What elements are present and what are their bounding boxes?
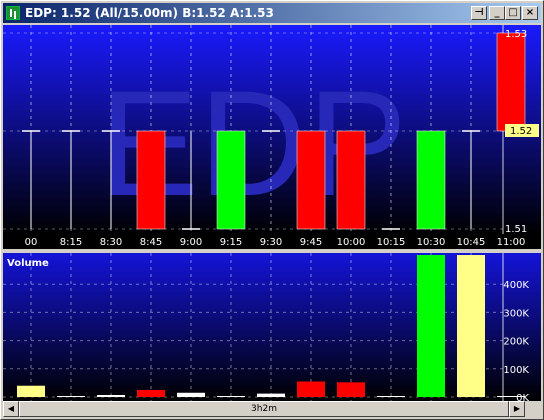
candle-body [336, 130, 366, 230]
volume-y-tick-label: 100K [503, 365, 529, 376]
time-tick-label: 10:30 [417, 237, 446, 248]
close-button[interactable]: × [522, 6, 538, 20]
time-tick-label: 10:00 [337, 237, 366, 248]
time-tick-label: 00 [25, 237, 38, 248]
volume-panel-title: Volume [7, 258, 49, 269]
last-price-value: 1.52 [510, 126, 532, 137]
last-price-marker [505, 124, 539, 137]
title-bar[interactable]: EDP: 1.52 (All/15.00m) B:1.52 A:1.53 ⊣ _… [3, 3, 541, 23]
time-tick-label: 11:00 [497, 237, 526, 248]
volume-bar [177, 392, 205, 397]
volume-bar [377, 396, 405, 397]
volume-bar [497, 396, 525, 397]
volume-panel-background [3, 253, 541, 401]
volume-y-tick-label: 0K [516, 393, 529, 401]
time-axis: 00 8:15 8:30 8:45 9:00 9:15 9:30 9:45 10:00 10:15… [3, 234, 541, 249]
price-y-tick-top: 1.53 [505, 29, 527, 40]
time-tick-label: 8:45 [140, 237, 162, 248]
volume-bar [337, 382, 365, 397]
volume-bar [417, 255, 445, 397]
time-scrollbar[interactable]: ◀ 3h2m ▶ [3, 401, 541, 417]
volume-bar [137, 389, 165, 397]
candle-body [496, 32, 526, 132]
volume-y-tick-label: 400K [503, 280, 529, 291]
time-tick-label: 10:45 [457, 237, 486, 248]
pin-button[interactable]: ⊣ [471, 6, 487, 20]
scroll-right-button[interactable]: ▶ [509, 401, 525, 417]
app-icon [6, 6, 20, 20]
volume-y-tick-label: 200K [503, 337, 529, 348]
price-panel-background [3, 25, 541, 235]
maximize-button[interactable]: □ [505, 6, 521, 20]
scroll-thumb[interactable]: 3h2m [19, 401, 509, 417]
time-tick-label: 8:30 [100, 237, 122, 248]
volume-bar [257, 393, 285, 397]
candle-body [296, 130, 326, 230]
volume-bar [97, 395, 125, 397]
chart-area[interactable]: EDP 1.53 1.51 1.52 00 8:15 8:30 8:45 9:00 9:1… [3, 25, 541, 401]
panel-divider[interactable] [3, 249, 541, 253]
time-tick-label: 9:00 [180, 237, 202, 248]
time-tick-label: 10:15 [377, 237, 406, 248]
volume-bars [17, 255, 525, 397]
volume-bar [297, 381, 325, 397]
time-tick-label: 9:45 [300, 237, 322, 248]
time-tick-label: 9:15 [220, 237, 242, 248]
time-tick-label: 8:15 [60, 237, 82, 248]
candle-body [136, 130, 166, 230]
volume-bar [17, 385, 45, 397]
time-tick-label: 9:30 [260, 237, 282, 248]
resize-grip[interactable] [525, 401, 541, 417]
price-candles [22, 32, 526, 230]
volume-bar [457, 255, 485, 397]
window-title: EDP: 1.52 (All/15.00m) B:1.52 A:1.53 [25, 6, 274, 20]
scroll-track[interactable]: 3h2m [19, 401, 509, 417]
volume-grid [3, 253, 504, 401]
price-y-tick-bottom: 1.51 [505, 224, 527, 235]
candle-body [216, 130, 246, 230]
volume-bar [217, 396, 245, 397]
volume-bar [57, 396, 85, 397]
volume-y-tick-label: 300K [503, 308, 529, 319]
scroll-left-button[interactable]: ◀ [3, 401, 19, 417]
minimize-button[interactable]: _ [489, 6, 505, 20]
chart-canvas[interactable]: EDP 1.53 1.51 1.52 00 8:15 8:30 8:45 9:00 9:1… [3, 25, 541, 401]
time-axis-strip [3, 234, 541, 249]
candle-body [416, 130, 446, 230]
volume-y-axis: 0K 100K 200K 300K 400K [503, 280, 529, 401]
